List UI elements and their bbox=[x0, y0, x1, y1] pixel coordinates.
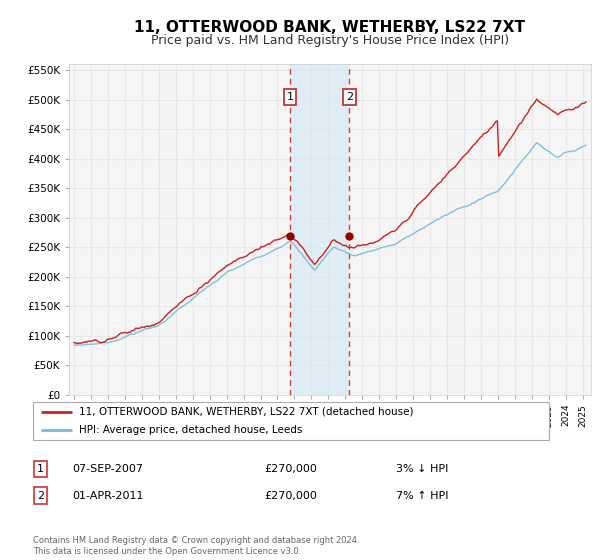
Text: 07-SEP-2007: 07-SEP-2007 bbox=[72, 464, 143, 474]
Text: 3% ↓ HPI: 3% ↓ HPI bbox=[396, 464, 448, 474]
FancyBboxPatch shape bbox=[33, 402, 549, 440]
Text: 11, OTTERWOOD BANK, WETHERBY, LS22 7XT: 11, OTTERWOOD BANK, WETHERBY, LS22 7XT bbox=[134, 20, 526, 35]
Text: 11, OTTERWOOD BANK, WETHERBY, LS22 7XT (detached house): 11, OTTERWOOD BANK, WETHERBY, LS22 7XT (… bbox=[79, 407, 414, 417]
Text: £270,000: £270,000 bbox=[264, 464, 317, 474]
Text: 1: 1 bbox=[37, 464, 44, 474]
Text: Price paid vs. HM Land Registry's House Price Index (HPI): Price paid vs. HM Land Registry's House … bbox=[151, 34, 509, 46]
Text: £270,000: £270,000 bbox=[264, 491, 317, 501]
Text: 01-APR-2011: 01-APR-2011 bbox=[72, 491, 143, 501]
Bar bbox=[290, 64, 349, 395]
Text: Contains HM Land Registry data © Crown copyright and database right 2024.
This d: Contains HM Land Registry data © Crown c… bbox=[33, 536, 359, 556]
Text: 7% ↑ HPI: 7% ↑ HPI bbox=[396, 491, 449, 501]
Text: 2: 2 bbox=[37, 491, 44, 501]
Text: 1: 1 bbox=[287, 92, 293, 102]
Text: HPI: Average price, detached house, Leeds: HPI: Average price, detached house, Leed… bbox=[79, 425, 303, 435]
Text: 2: 2 bbox=[346, 92, 353, 102]
